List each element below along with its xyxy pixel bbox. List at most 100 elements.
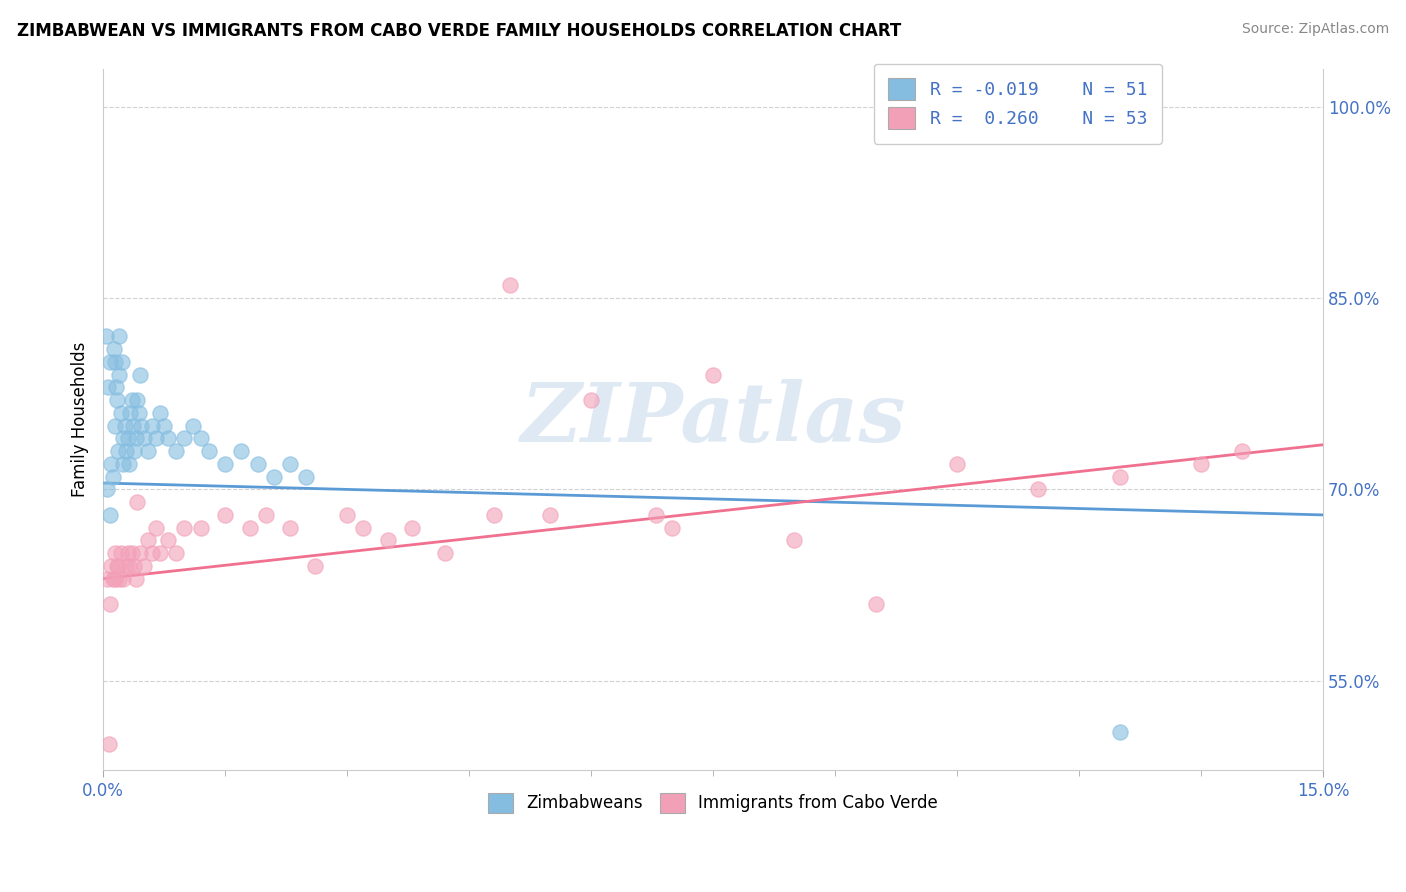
Point <box>118 406 141 420</box>
Point <box>122 558 145 573</box>
Point <box>661 521 683 535</box>
Point <box>145 521 167 535</box>
Point <box>101 572 124 586</box>
Point <box>263 469 285 483</box>
Point <box>136 533 159 548</box>
Point <box>115 558 138 573</box>
Point <box>499 278 522 293</box>
Point <box>173 521 195 535</box>
Point <box>128 406 150 420</box>
Point <box>214 508 236 522</box>
Point <box>238 521 260 535</box>
Point <box>114 418 136 433</box>
Point <box>128 368 150 382</box>
Point <box>118 457 141 471</box>
Point <box>145 431 167 445</box>
Point <box>96 483 118 497</box>
Point <box>96 572 118 586</box>
Point <box>115 444 138 458</box>
Point <box>153 418 176 433</box>
Point <box>132 558 155 573</box>
Point <box>112 457 135 471</box>
Point <box>117 431 139 445</box>
Point <box>157 533 180 548</box>
Y-axis label: Family Households: Family Households <box>72 342 89 497</box>
Point <box>108 572 131 586</box>
Point <box>157 431 180 445</box>
Point <box>108 368 131 382</box>
Point <box>122 418 145 433</box>
Point <box>105 393 128 408</box>
Point <box>103 418 125 433</box>
Point <box>214 457 236 471</box>
Point <box>107 444 129 458</box>
Point <box>121 546 143 560</box>
Point <box>127 393 149 408</box>
Point <box>246 457 269 471</box>
Point <box>540 508 562 522</box>
Point <box>104 355 127 369</box>
Point <box>128 546 150 560</box>
Point <box>149 546 172 560</box>
Point <box>865 597 887 611</box>
Point <box>702 368 724 382</box>
Point <box>121 393 143 408</box>
Point <box>190 521 212 535</box>
Point <box>278 521 301 535</box>
Point <box>122 444 145 458</box>
Point <box>104 546 127 560</box>
Point <box>645 508 668 522</box>
Point <box>103 572 125 586</box>
Point <box>278 457 301 471</box>
Point <box>231 444 253 458</box>
Point <box>433 546 456 560</box>
Point <box>190 431 212 445</box>
Point <box>304 558 326 573</box>
Point <box>482 508 505 522</box>
Point <box>110 406 132 420</box>
Point <box>103 342 125 356</box>
Point <box>100 355 122 369</box>
Point <box>100 457 122 471</box>
Point <box>1028 483 1050 497</box>
Text: ZIPatlas: ZIPatlas <box>520 379 905 459</box>
Point <box>579 393 602 408</box>
Point <box>783 533 806 548</box>
Point <box>98 508 121 522</box>
Point <box>141 418 163 433</box>
Point <box>118 558 141 573</box>
Point <box>295 469 318 483</box>
Point <box>149 406 172 420</box>
Point <box>112 572 135 586</box>
Point <box>105 380 128 394</box>
Point <box>97 738 120 752</box>
Text: ZIMBABWEAN VS IMMIGRANTS FROM CABO VERDE FAMILY HOUSEHOLDS CORRELATION CHART: ZIMBABWEAN VS IMMIGRANTS FROM CABO VERDE… <box>17 22 901 40</box>
Point <box>254 508 277 522</box>
Point <box>181 418 204 433</box>
Point <box>101 469 124 483</box>
Point <box>946 457 969 471</box>
Point <box>1108 724 1130 739</box>
Point <box>117 546 139 560</box>
Point <box>401 521 423 535</box>
Point <box>173 431 195 445</box>
Point <box>97 380 120 394</box>
Point <box>124 572 146 586</box>
Point <box>98 597 121 611</box>
Point <box>132 431 155 445</box>
Point <box>131 418 153 433</box>
Point <box>377 533 399 548</box>
Point <box>141 546 163 560</box>
Point <box>110 546 132 560</box>
Point <box>94 329 117 343</box>
Point <box>136 444 159 458</box>
Point <box>198 444 221 458</box>
Point <box>124 431 146 445</box>
Point <box>1230 444 1253 458</box>
Point <box>352 521 374 535</box>
Point <box>1189 457 1212 471</box>
Text: Source: ZipAtlas.com: Source: ZipAtlas.com <box>1241 22 1389 37</box>
Point <box>165 444 187 458</box>
Point <box>111 355 134 369</box>
Point <box>100 558 122 573</box>
